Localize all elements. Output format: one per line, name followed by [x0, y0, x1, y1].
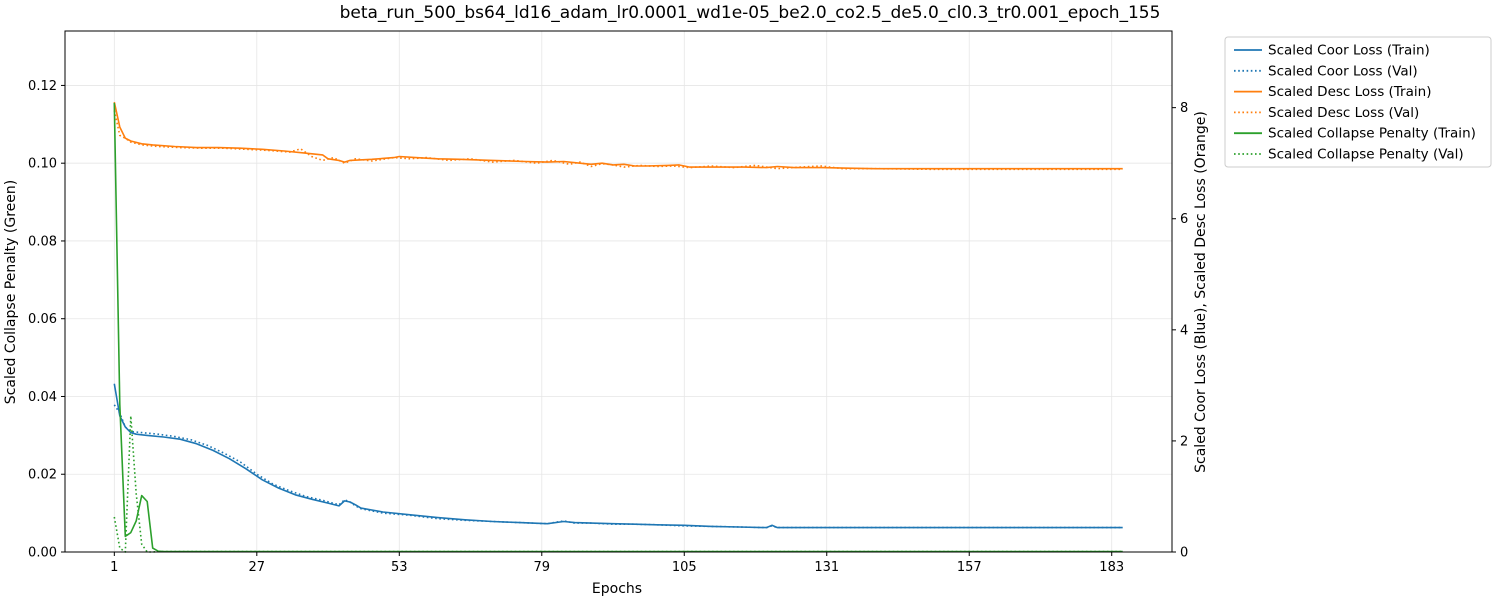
chart-title: beta_run_500_bs64_ld16_adam_lr0.0001_wd1…: [340, 3, 1161, 23]
x-tick-label: 1: [110, 560, 118, 575]
x-tick-label: 27: [249, 560, 266, 575]
y-axis-right-label: Scaled Coor Loss (Blue), Scaled Desc Los…: [1193, 111, 1209, 473]
y-left-tick-label: 0.04: [28, 390, 57, 405]
axes-group: 1 27 53 79 105 131 157 183 0.00 0.02 0.04 0.06 0.08 0…: [28, 79, 1188, 575]
x-tick-label: 131: [814, 560, 839, 575]
y-left-tick-label: 0.02: [28, 468, 57, 483]
x-tick-label: 79: [534, 560, 551, 575]
y-right-tick-label: 2: [1180, 434, 1188, 449]
y-left-tick-label: 0.00: [28, 546, 57, 561]
y-left-tick-label: 0.10: [28, 157, 57, 172]
series-line-2: [113, 404, 1123, 529]
y-right-tick-label: 6: [1180, 212, 1188, 227]
legend-label: Scaled Coor Loss (Val): [1268, 63, 1418, 79]
series-line-4: [113, 110, 1123, 171]
y-right-tick-label: 8: [1180, 101, 1188, 116]
y-axis-left-label: Scaled Collapse Penalty (Green): [3, 180, 19, 404]
y-left-tick-label: 0.12: [28, 79, 57, 94]
legend-label: Scaled Desc Loss (Train): [1268, 84, 1431, 100]
series-line-1: [113, 383, 1123, 529]
y-left-tick-label: 0.06: [28, 312, 57, 327]
plot-frame: [64, 30, 1173, 553]
legend-frame: [1224, 36, 1492, 168]
y-right-tick-label: 4: [1180, 323, 1188, 338]
y-right-tick-label: 0: [1180, 546, 1188, 561]
legend: Scaled Coor Loss (Train) Scaled Coor Loss…: [1224, 36, 1492, 168]
x-axis-label: Epochs: [592, 581, 642, 597]
y-left-tick-label: 0.08: [28, 234, 57, 249]
x-tick-label: 183: [1099, 560, 1124, 575]
x-tick-label: 157: [957, 560, 982, 575]
legend-label: Scaled Desc Loss (Val): [1268, 105, 1419, 121]
legend-label: Scaled Coor Loss (Train): [1268, 43, 1430, 59]
x-tick-label: 53: [391, 560, 408, 575]
legend-label: Scaled Collapse Penalty (Val): [1268, 147, 1464, 163]
x-tick-label: 105: [672, 560, 697, 575]
series-line-6: [113, 415, 1123, 553]
legend-label: Scaled Collapse Penalty (Train): [1268, 126, 1476, 142]
